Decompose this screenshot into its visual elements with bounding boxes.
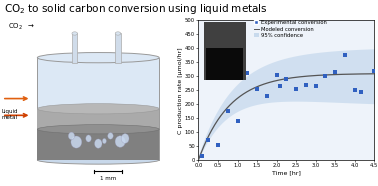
Point xyxy=(244,72,250,75)
Ellipse shape xyxy=(86,135,91,142)
Point xyxy=(274,73,280,76)
Text: CO$_2$  $\rightarrow$: CO$_2$ $\rightarrow$ xyxy=(8,22,35,32)
Point xyxy=(303,83,309,86)
Legend: Experimental conversion, Modeled conversion, 95% confidence: Experimental conversion, Modeled convers… xyxy=(254,20,327,38)
Point xyxy=(205,139,211,142)
Text: Liquid
metal: Liquid metal xyxy=(2,109,19,120)
Polygon shape xyxy=(37,109,159,129)
Point xyxy=(342,54,348,57)
Polygon shape xyxy=(206,48,243,80)
Point xyxy=(352,89,358,92)
Ellipse shape xyxy=(68,132,74,140)
Ellipse shape xyxy=(37,156,159,164)
Ellipse shape xyxy=(102,138,106,144)
Point xyxy=(293,87,299,90)
Polygon shape xyxy=(204,22,246,80)
Ellipse shape xyxy=(94,139,102,148)
Ellipse shape xyxy=(37,125,159,134)
X-axis label: Time [hr]: Time [hr] xyxy=(272,170,301,175)
Point xyxy=(332,70,338,73)
Point xyxy=(225,110,231,113)
Point xyxy=(254,87,260,90)
Point xyxy=(277,84,284,87)
Ellipse shape xyxy=(108,133,113,139)
Ellipse shape xyxy=(121,134,129,143)
Point xyxy=(358,90,364,93)
Text: CO$_2$ to solid carbon conversion using liquid metals: CO$_2$ to solid carbon conversion using … xyxy=(4,2,268,16)
Ellipse shape xyxy=(115,136,125,147)
Polygon shape xyxy=(115,33,121,63)
Point xyxy=(371,69,377,72)
Point xyxy=(199,154,205,157)
Polygon shape xyxy=(37,129,159,160)
Ellipse shape xyxy=(115,32,121,35)
Ellipse shape xyxy=(72,32,77,35)
Ellipse shape xyxy=(37,52,159,63)
Point xyxy=(284,78,290,81)
Point xyxy=(234,119,240,122)
Point xyxy=(322,75,328,78)
Point xyxy=(215,143,221,146)
Text: 1 mm: 1 mm xyxy=(100,176,116,181)
Polygon shape xyxy=(72,33,77,63)
Point xyxy=(313,84,319,87)
Ellipse shape xyxy=(71,136,82,148)
Y-axis label: C production rate [μmol/hr]: C production rate [μmol/hr] xyxy=(178,47,183,134)
Polygon shape xyxy=(37,58,159,160)
Point xyxy=(264,94,270,97)
Ellipse shape xyxy=(37,104,159,114)
